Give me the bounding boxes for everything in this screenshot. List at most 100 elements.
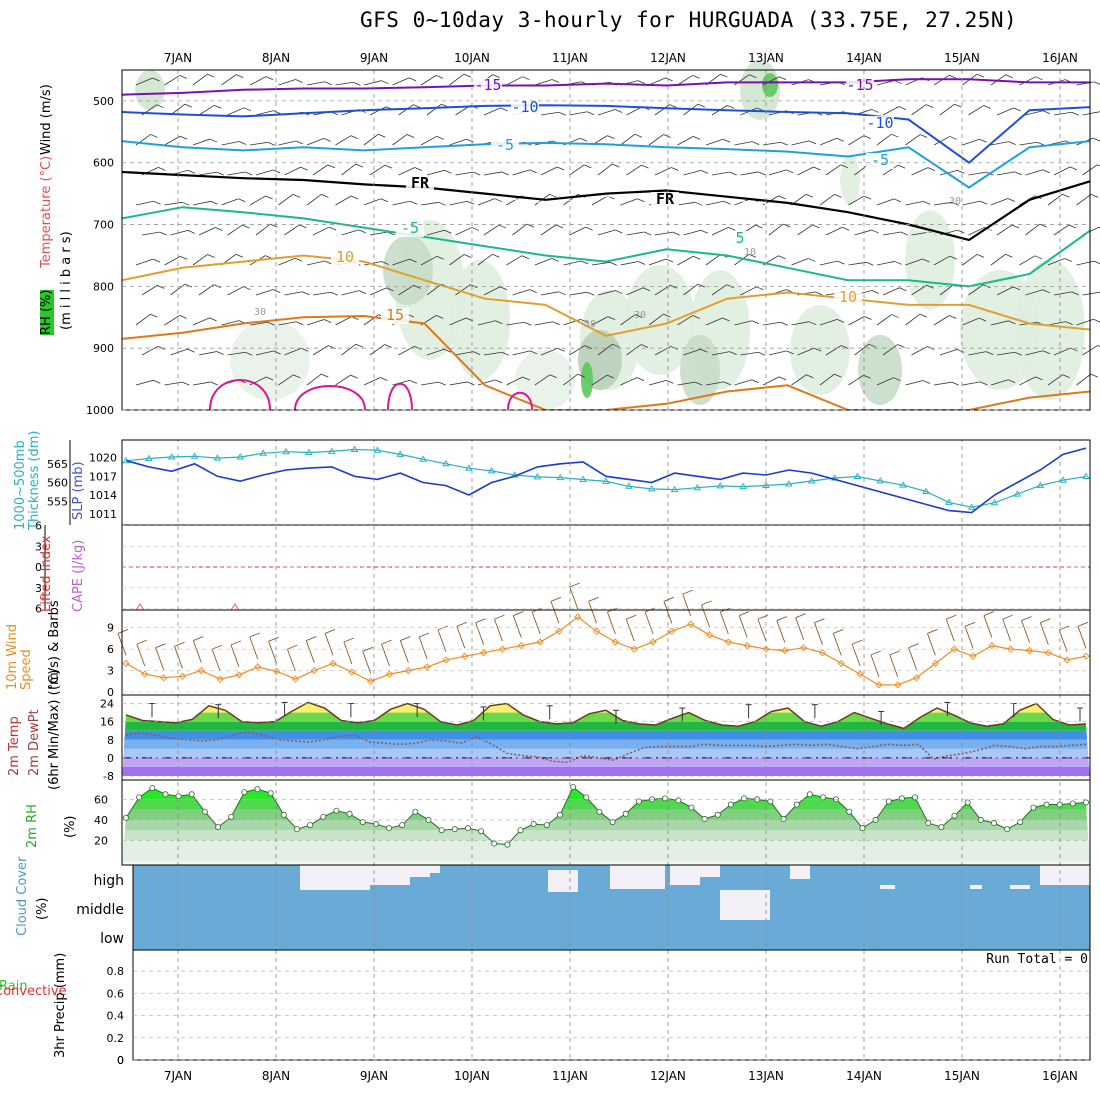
wind10-point [988,641,996,650]
wind-barb [825,345,842,356]
rh-band [122,830,1090,841]
wind-barb [1076,373,1092,386]
wind-barb [1025,169,1043,176]
wind-barb-flag [1039,223,1047,228]
wind-barb [284,166,301,176]
wind10-point [461,652,469,660]
wind-barb-flag [806,374,814,379]
wind-barb [962,381,981,386]
upper-wind-label: Wind (m/s) [39,84,54,155]
rh2m-point [188,791,195,798]
isotherm-20 [387,382,413,411]
wind-barb [335,195,352,206]
rh2m-point [162,791,169,798]
wind-barb [1047,193,1063,206]
thickness-point [853,472,862,479]
wind-barb [905,313,921,326]
lifted-tick-label: 6 [35,603,42,616]
wind-barb-flag [863,135,871,139]
wind-barb [249,76,267,86]
precip-total-label: Total / Rain [0,979,28,994]
temp-band [122,739,1090,749]
wind-barb [420,201,439,206]
wind-barb [249,376,267,386]
wind-barb-flag [580,260,589,265]
wind-barb-flag [957,170,965,174]
wind-barb-flag [1014,351,1022,356]
wind-barb [968,351,987,356]
temp-band [122,712,1090,722]
rh2m-line [125,786,1087,846]
wind-barb-flag [180,135,188,140]
wind-barb [776,620,786,643]
wind-barb-flag [588,596,599,602]
date-label-bottom: 8JAN [262,1069,290,1083]
wind-barb-flag [230,640,242,646]
wind-barb [155,647,165,670]
wind-barb [677,136,694,146]
wind-barb-flag [210,200,218,205]
wind-barb-flag [438,381,446,386]
wind-barb [911,284,927,296]
thickness-slp-panel [122,445,1090,514]
wind-barb-flag [243,286,251,291]
wind-barb [762,76,780,86]
wind-barb [825,164,842,176]
wind-barb [705,200,724,206]
wind-barb-flag [949,136,957,140]
wind-barb-flag [957,229,965,234]
contour-label: 10 [744,247,756,258]
wind-barb [819,373,835,386]
rh-tick-label: 20 [94,834,108,847]
temp-band [122,721,1090,731]
wind-barb [911,167,929,176]
wind-barb-flag [1093,318,1100,323]
wind10-point [517,641,525,650]
wind-barb [740,286,757,296]
run-total: Run Total = 0 [986,952,1088,967]
wind-barb [174,646,183,669]
wind-barb [648,134,664,146]
wind-barb [284,347,302,356]
wind-barb [392,200,411,206]
wind-barb-flag [615,229,623,234]
wind10-point [555,627,563,635]
thickness-tick-label: 560 [47,477,68,490]
wind-barb-flag [213,284,221,289]
wind-barb [882,164,899,176]
wind-barb [905,258,923,266]
wind-barb-flag [156,104,164,109]
wind-barb [832,633,842,656]
date-label-bottom: 16JAN [1042,1069,1078,1083]
wind10-point [536,638,544,646]
temp-band [122,730,1090,740]
frame-wind [121,609,1091,696]
wind-barb-flag [499,286,508,291]
contour-label-bg [396,221,424,237]
wind-barb-flag [637,198,645,203]
wind-barb [341,229,359,236]
rh2m-point [912,794,919,801]
wind-barb [1082,291,1100,296]
thickness-point [396,450,405,457]
thickness-point [419,455,427,462]
thickness-line [125,448,1087,508]
rh2m-point [780,815,787,822]
wind-barb [569,226,586,236]
wind-barb [1053,166,1071,176]
wind-barb-flag [1068,224,1077,229]
date-label-bottom: 15JAN [944,1069,980,1083]
rh2m-point [438,827,445,834]
wind-barb-flag [580,319,588,323]
wind-barb-flag [343,637,355,643]
rh2m-point [1004,826,1011,833]
wind-barb [848,135,865,146]
wind-barb [135,379,154,386]
rh2m-point [1083,799,1090,806]
wind-barb [768,350,787,356]
wind10-point [894,681,902,689]
wind-barb [797,347,815,356]
wind-barb [1058,629,1068,653]
thickness-point [625,482,633,489]
wind-barb-flag [863,374,871,379]
